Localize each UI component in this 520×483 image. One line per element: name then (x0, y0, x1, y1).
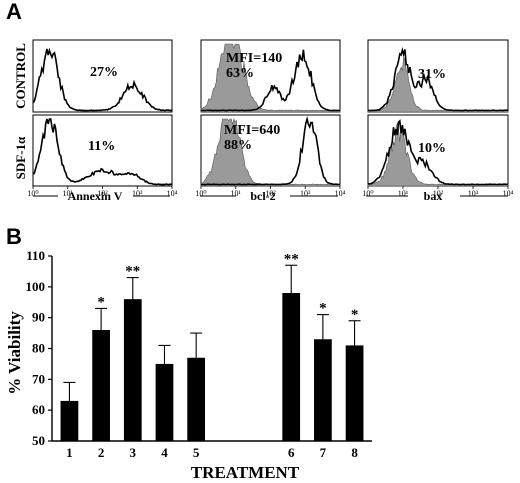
annot-control-annexin: 27% (90, 65, 118, 80)
x-tick-label: 10² (433, 189, 444, 198)
histogram-curve (200, 49, 341, 112)
bar-1 (60, 400, 79, 441)
x-tick-label: 10³ (132, 189, 143, 198)
category-label: 8 (351, 445, 358, 460)
histogram-panel: 10⁰ 10¹ 10² 10³ 10⁴ (362, 114, 514, 198)
annot-control-bcl2-mfi: MFI=140 (226, 51, 282, 66)
x-tick-label: 10⁰ (27, 189, 38, 198)
annot-sdf-bax: 10% (418, 141, 446, 156)
bar-3 (123, 299, 142, 441)
annot-control-bax: 31% (418, 67, 446, 82)
y-axis-title: % Viability (5, 311, 24, 395)
bar-5 (187, 357, 206, 441)
histogram-panel (367, 39, 509, 113)
category-label: 1 (66, 445, 73, 460)
y-tick-label: 100 (26, 279, 46, 294)
histogram-curve (201, 115, 341, 186)
histogram-panel: 10⁰ 10¹ 10² 10³ 10⁴ (195, 114, 346, 198)
histogram-panel: 10⁰ 10¹ 10² 10³ 10⁴ (27, 114, 178, 198)
x-tick-label: 10² (97, 189, 108, 198)
svg-text:bax: bax (424, 189, 443, 203)
control-histogram-fill (200, 43, 341, 113)
significance-marker: ** (284, 251, 299, 267)
x-tick-label: 10¹ (63, 189, 74, 198)
category-label: 4 (161, 445, 168, 460)
annot-sdf-bcl2-mfi: MFI=640 (224, 123, 280, 138)
significance-marker: * (351, 307, 359, 323)
column-label-bax: bax (366, 189, 508, 203)
x-axis-title: TREATMENT (191, 463, 300, 482)
x-tick-label: 10⁰ (195, 189, 206, 198)
panel-b-letter: B (6, 224, 22, 249)
svg-text:bcl-2: bcl-2 (250, 189, 275, 203)
y-tick-label: 70 (32, 371, 45, 386)
x-tick-label: 10⁴ (167, 189, 178, 198)
x-tick-label: 10³ (300, 189, 311, 198)
significance-marker: * (319, 301, 327, 317)
viability-bar-chart: 50 60 70 80 90 100 110 1 * 2 ** 3 4 5 ** 6 * 7 * 8 (26, 248, 372, 460)
annot-control-bcl2-pct: 63% (226, 66, 254, 81)
x-tick-label: 10¹ (231, 189, 242, 198)
y-tick-label: 50 (32, 433, 45, 448)
histogram-curve (367, 47, 508, 112)
y-tick-label: 60 (32, 402, 45, 417)
x-tick-label: 10³ (468, 189, 479, 198)
significance-marker: ** (125, 264, 140, 280)
y-tick-label: 110 (26, 248, 45, 263)
svg-text:Annexin V: Annexin V (68, 189, 123, 203)
x-tick-label: 10⁴ (503, 189, 514, 198)
category-label: 3 (130, 445, 137, 460)
significance-marker: * (97, 294, 105, 310)
bar-4 (155, 363, 174, 441)
histogram-curve (368, 119, 509, 186)
x-tick-label: 10¹ (398, 189, 409, 198)
histogram-panels: 10⁰ 10¹ 10² 10³ 10⁴ 10⁰ 10¹ 10² 10³ 10⁴ 10⁰ 10¹ 10² 1… (27, 39, 514, 198)
category-label: 2 (98, 445, 105, 460)
x-tick-label: 10⁰ (362, 189, 373, 198)
histogram-panel (200, 39, 341, 113)
histogram-curve (32, 118, 172, 186)
histogram-panel (32, 39, 173, 113)
category-label: 5 (193, 445, 200, 460)
row-label-control: CONTROL (13, 43, 28, 109)
histogram-curve (32, 47, 173, 112)
row-label-sdf: SDF-1α (13, 136, 28, 179)
x-tick-label: 10² (265, 189, 276, 198)
bar-7 (314, 339, 332, 441)
panel-a-letter: A (6, 0, 22, 24)
annot-sdf-bcl2-pct: 88% (224, 138, 252, 153)
bar-6 (282, 293, 301, 441)
annot-sdf-annexin: 11% (88, 139, 115, 154)
bar-8 (345, 345, 364, 441)
y-tick-label: 80 (32, 341, 45, 356)
bar-2 (92, 330, 110, 441)
x-tick-label: 10⁴ (335, 189, 346, 198)
column-label-annexin: Annexin V (33, 189, 170, 203)
column-label-bcl2: bcl-2 (200, 189, 338, 203)
y-tick-label: 90 (32, 310, 45, 325)
category-label: 7 (320, 445, 327, 460)
category-label: 6 (288, 445, 295, 460)
